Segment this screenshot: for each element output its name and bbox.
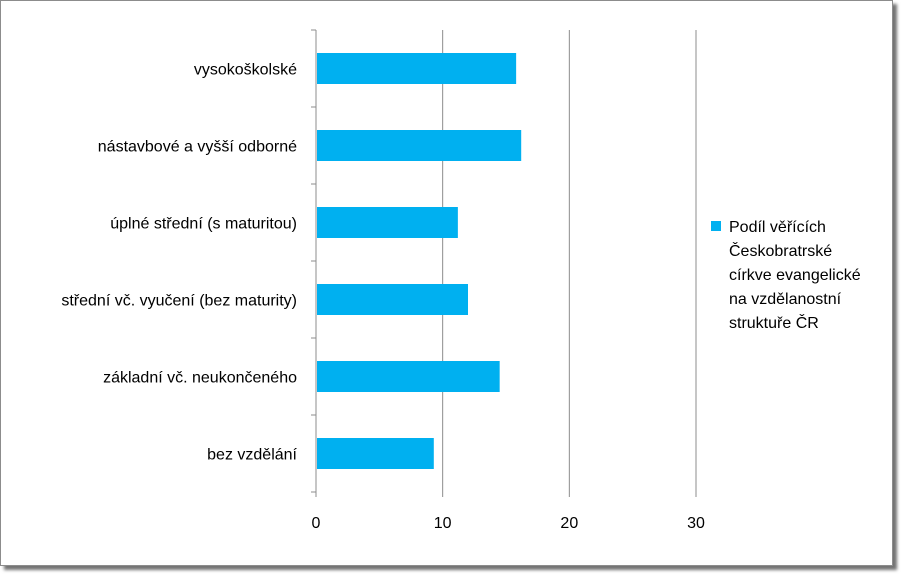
bar-3 [317,284,468,315]
legend-line-0: Podíl věřících [729,219,826,236]
legend: Podíl věřících Českobratrské církve evange… [711,219,861,332]
x-tick-label-2: 20 [560,515,578,532]
gridlines [442,30,697,492]
category-label-2: úplné střední (s maturitou) [110,216,297,233]
x-tick-label-3: 30 [687,515,705,532]
legend-label: Podíl věřících Českobratrské církve evange… [729,219,861,332]
chart-frame [0,0,893,566]
labels: 0 10 20 30 vysokoškolské nástavbové a vyšší o… [61,62,705,533]
legend-line-3: na vzdělanostní [729,291,842,308]
category-label-4: základní vč. neukončeného [103,370,297,387]
bar-4 [317,361,500,392]
category-label-1: nástavbové a vyšší odborné [98,139,297,156]
category-label-5: bez vzdělání [207,447,297,464]
x-tick-label-0: 0 [312,515,321,532]
category-label-0: vysokoškolské [194,62,297,79]
bars [317,53,522,469]
bar-0 [317,53,517,84]
legend-swatch [711,221,721,231]
category-label-3: střední vč. vyučení (bez maturity) [61,293,297,310]
legend-line-2: církve evangelické [729,267,861,284]
legend-line-4: struktuře ČR [729,313,819,332]
axes [311,29,697,497]
bar-5 [317,438,434,469]
x-tick-label-1: 10 [434,515,452,532]
legend-line-1: Českobratrské [729,241,832,260]
bar-1 [317,130,522,161]
bar-2 [317,207,458,238]
